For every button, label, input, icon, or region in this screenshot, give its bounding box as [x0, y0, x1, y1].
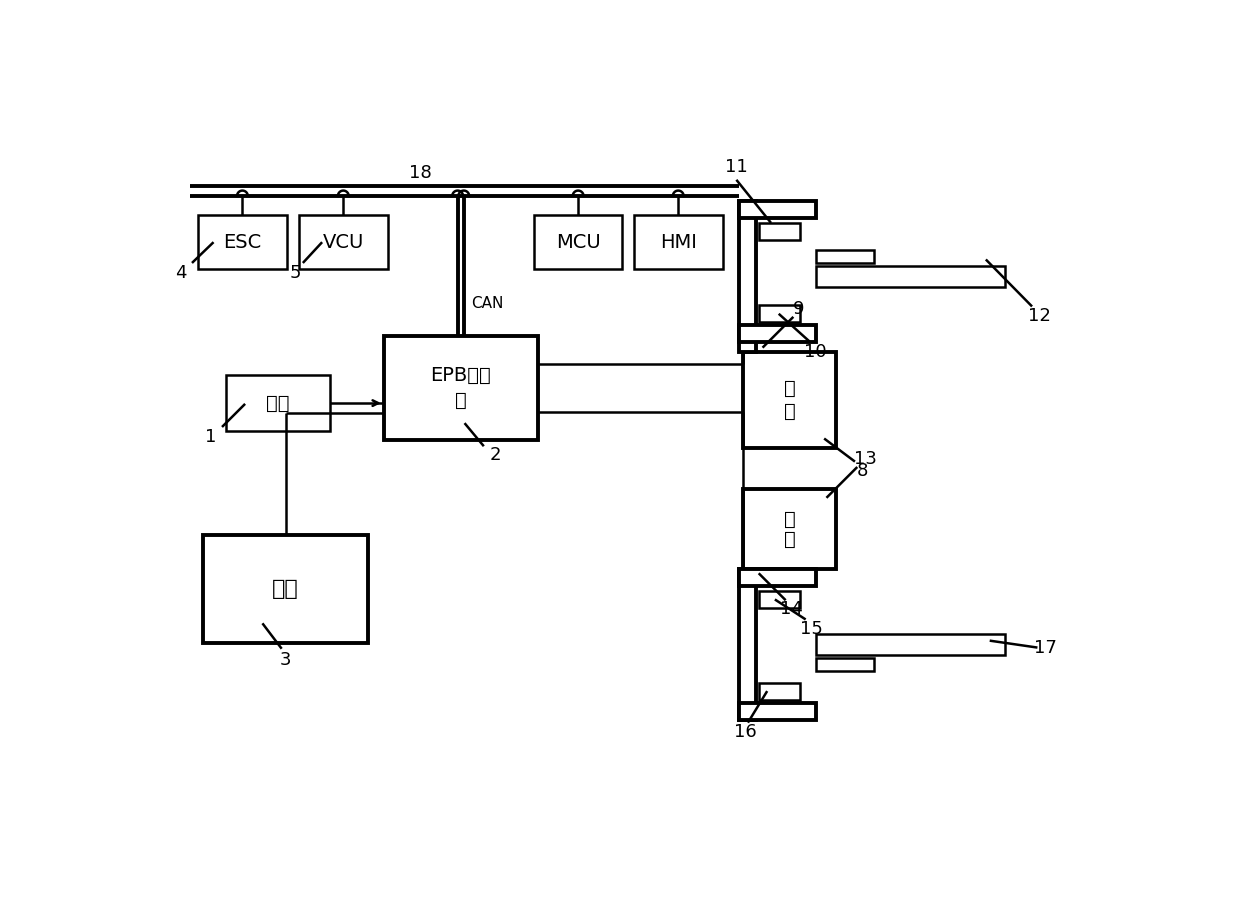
Text: 10: 10: [804, 342, 826, 360]
Bar: [739, 569, 756, 719]
Text: 机: 机: [784, 401, 795, 420]
Bar: [226, 375, 330, 430]
Bar: [739, 703, 816, 719]
Bar: [759, 305, 800, 322]
Text: 13: 13: [853, 450, 877, 469]
Bar: [816, 634, 1006, 656]
Text: CAN: CAN: [471, 296, 503, 311]
Bar: [743, 489, 836, 569]
Bar: [743, 351, 836, 448]
Bar: [634, 215, 723, 269]
Bar: [299, 215, 388, 269]
Text: 器: 器: [455, 391, 466, 410]
Text: 3: 3: [280, 650, 291, 668]
Text: ESC: ESC: [223, 232, 262, 252]
Text: 8: 8: [857, 462, 868, 479]
Bar: [383, 336, 538, 440]
Text: 5: 5: [289, 264, 301, 282]
Text: 按键: 按键: [267, 393, 290, 412]
Text: 15: 15: [800, 620, 823, 638]
Text: 17: 17: [1034, 638, 1056, 656]
Text: 2: 2: [490, 447, 501, 465]
Text: 电: 电: [784, 509, 795, 528]
Text: 机: 机: [784, 529, 795, 548]
Bar: [203, 535, 368, 643]
Text: 1: 1: [205, 428, 216, 446]
Bar: [816, 266, 1006, 287]
Text: HMI: HMI: [660, 232, 697, 252]
Text: 电源: 电源: [272, 578, 299, 598]
Bar: [534, 215, 622, 269]
Bar: [759, 223, 800, 240]
Text: 18: 18: [408, 163, 432, 182]
Bar: [739, 202, 756, 351]
Bar: [198, 215, 286, 269]
Text: 14: 14: [780, 600, 802, 618]
Text: 9: 9: [794, 301, 805, 318]
Text: 4: 4: [175, 264, 187, 282]
Bar: [739, 569, 816, 587]
Text: 12: 12: [1028, 308, 1052, 325]
Bar: [759, 683, 800, 699]
Text: 11: 11: [725, 158, 748, 176]
Text: 16: 16: [734, 723, 756, 741]
Bar: [739, 325, 816, 342]
Bar: [739, 202, 816, 218]
Bar: [816, 251, 874, 262]
Text: VCU: VCU: [322, 232, 365, 252]
Bar: [759, 591, 800, 608]
Text: MCU: MCU: [556, 232, 600, 252]
Text: EPB控制: EPB控制: [430, 366, 491, 385]
Text: 电: 电: [784, 379, 795, 398]
Bar: [816, 658, 874, 671]
